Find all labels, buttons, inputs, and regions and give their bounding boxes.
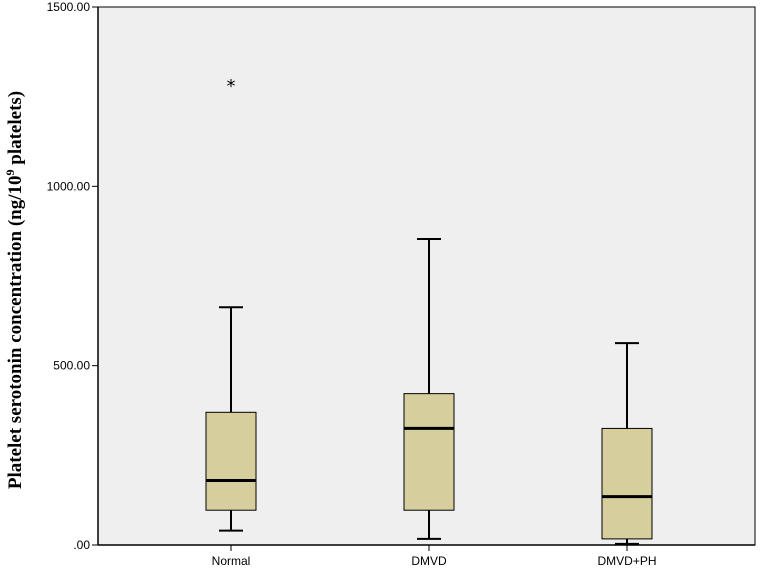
- x-tick-label: Normal: [212, 554, 251, 568]
- y-axis-label: Platelet serotonin concentration (ng/109…: [3, 91, 26, 489]
- x-tick-label: DMVD: [411, 554, 447, 568]
- x-tick-label: DMVD+PH: [597, 554, 656, 568]
- box-group: [403, 238, 455, 540]
- y-axis-label-main: Platelet serotonin concentration (ng/10: [5, 175, 26, 489]
- x-ticks: Normal DMVD DMVD+PH: [212, 545, 657, 568]
- iqr-box: [205, 411, 257, 511]
- box-group: *: [205, 76, 257, 532]
- y-tick-label: 1500.00: [47, 0, 91, 14]
- iqr-box: [403, 393, 455, 511]
- outlier-point: *: [227, 76, 236, 97]
- y-tick-label: .00: [73, 538, 90, 552]
- box-group: [601, 342, 653, 545]
- iqr-box: [601, 427, 653, 540]
- boxes: *: [205, 76, 653, 545]
- y-axis-label-suffix: platelets): [5, 91, 26, 170]
- y-tick-label: 1000.00: [47, 179, 91, 193]
- y-tick-label: 500.00: [53, 359, 90, 373]
- y-axis-label-superscript: 9: [3, 169, 17, 175]
- y-ticks: .00 500.00 1000.00 1500.00: [47, 0, 98, 552]
